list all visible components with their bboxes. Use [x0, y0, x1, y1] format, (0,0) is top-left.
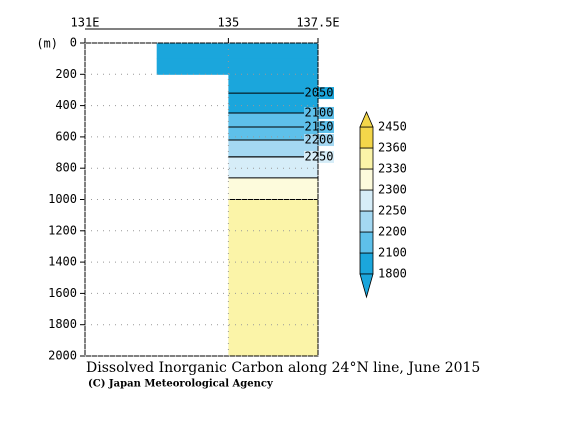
y-tick-label: 1600 [48, 286, 77, 300]
contour-label: 2050 [305, 86, 334, 100]
contour-label-bg [304, 121, 334, 134]
colorbar-swatch [359, 231, 374, 254]
y-tick-label: 1800 [48, 317, 77, 331]
credit: (C) Japan Meteorological Agency [88, 379, 274, 390]
y-tick-label: 800 [55, 161, 77, 175]
x-tick-label: 135 [218, 16, 240, 30]
colorbar-label: 2100 [378, 246, 407, 260]
section-band [228, 156, 318, 179]
section-band [228, 58, 318, 75]
colorbar-label: 2450 [378, 120, 407, 134]
y-tick-label: 1200 [48, 223, 77, 237]
y-tick-label: 200 [55, 67, 77, 81]
colorbar-swatch [359, 168, 374, 191]
section-band [228, 93, 318, 114]
y-tick-label: 400 [55, 98, 77, 112]
chart-title: Dissolved Inorganic Carbon along 24°N li… [86, 360, 480, 376]
section-band [228, 43, 318, 60]
y-axis-label: (m) [36, 37, 58, 51]
section-band [228, 230, 318, 263]
colorbar-swatch [359, 147, 374, 170]
contour-label: 2150 [305, 120, 334, 134]
contour-label: 2250 [305, 149, 334, 163]
y-tick-label: 1000 [48, 192, 77, 206]
colorbar-arrow [359, 273, 374, 299]
colorbar-label: 2250 [378, 204, 407, 218]
colorbar-swatch [359, 189, 374, 212]
y-tick-label: 2000 [48, 349, 77, 363]
x-tick-label: 131E [71, 16, 100, 30]
contour-label-bg [304, 87, 334, 100]
contour-label: 2200 [305, 133, 334, 147]
colorbar-swatch [359, 210, 374, 233]
x-tick-label: 137.5E [296, 16, 339, 30]
y-tick-label: 1400 [48, 255, 77, 269]
colorbar-label: 2300 [378, 183, 407, 197]
colorbar-label: 2330 [378, 162, 407, 176]
section-band [228, 199, 318, 232]
colorbar-arrow [359, 110, 374, 128]
colorbar-swatch [359, 126, 374, 149]
colorbar-label: 1800 [378, 267, 407, 281]
contour-label-bg [304, 134, 334, 147]
section-band [228, 293, 318, 326]
y-tick-label: 0 [70, 36, 77, 50]
contour-label-bg [304, 150, 334, 163]
contour-label-bg [304, 106, 334, 119]
contour-label: 2100 [305, 105, 334, 119]
section-band [228, 324, 318, 357]
colorbar-swatch [359, 252, 374, 275]
colorbar-label: 2200 [378, 225, 407, 239]
section-band [228, 74, 318, 94]
y-tick-label: 600 [55, 129, 77, 143]
section-band [228, 177, 318, 200]
section-band [228, 112, 318, 128]
section-band [228, 140, 318, 158]
section-band [228, 262, 318, 294]
colorbar-label: 2360 [378, 141, 407, 155]
